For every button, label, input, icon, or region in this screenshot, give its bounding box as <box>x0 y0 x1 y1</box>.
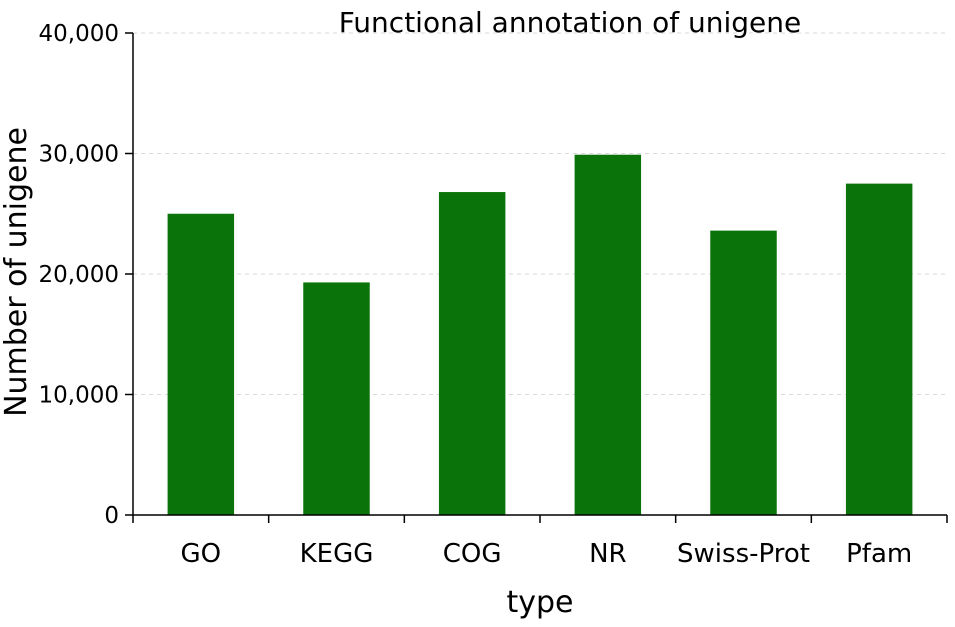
y-tick-label: 40,000 <box>39 21 119 47</box>
x-tick-label: Swiss-Prot <box>677 539 810 569</box>
x-tick-label: KEGG <box>300 539 374 569</box>
y-tick-label: 10,000 <box>39 383 119 409</box>
y-ticks-group: 0 10,000 20,000 30,000 40,000 <box>39 21 133 529</box>
x-axis-title: type <box>506 585 573 620</box>
x-ticks-group: GO KEGG COG NR Swiss-Prot Pfam <box>132 515 948 569</box>
y-tick-label: 30,000 <box>39 142 119 168</box>
x-tick-label: NR <box>589 539 627 569</box>
grid-lines <box>133 32 947 395</box>
x-tick-label: GO <box>181 539 222 569</box>
y-tick-label: 0 <box>104 503 119 529</box>
bar-cog <box>438 192 506 515</box>
bar-swiss-prot <box>710 230 777 515</box>
bars-group <box>167 154 913 515</box>
bar-go <box>167 213 235 515</box>
bar-nr <box>574 154 642 515</box>
x-tick-label: Pfam <box>846 539 912 569</box>
x-tick-label: COG <box>443 539 502 569</box>
chart-title: Functional annotation of unigene <box>339 6 802 39</box>
y-tick-label: 20,000 <box>39 262 119 288</box>
bar-kegg <box>303 282 370 515</box>
y-axis-title: Number of unigene <box>0 127 34 417</box>
bar-pfam <box>845 183 913 515</box>
